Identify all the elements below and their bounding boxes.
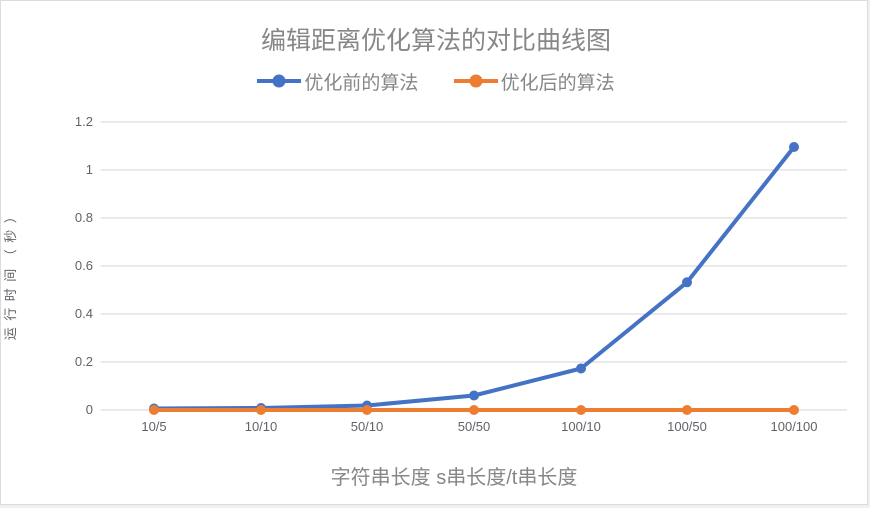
svg-text:1: 1 [86, 162, 93, 177]
svg-text:0.4: 0.4 [75, 306, 93, 321]
svg-text:100/10: 100/10 [561, 419, 601, 434]
svg-text:1.2: 1.2 [75, 114, 93, 129]
svg-text:100/100: 100/100 [771, 419, 818, 434]
svg-text:0.6: 0.6 [75, 258, 93, 273]
svg-text:50/50: 50/50 [458, 419, 491, 434]
svg-text:0.8: 0.8 [75, 210, 93, 225]
svg-text:10/5: 10/5 [141, 419, 166, 434]
svg-text:0: 0 [86, 402, 93, 417]
svg-text:100/50: 100/50 [667, 419, 707, 434]
svg-text:10/10: 10/10 [245, 419, 278, 434]
svg-text:0.2: 0.2 [75, 354, 93, 369]
svg-text:50/10: 50/10 [351, 419, 384, 434]
